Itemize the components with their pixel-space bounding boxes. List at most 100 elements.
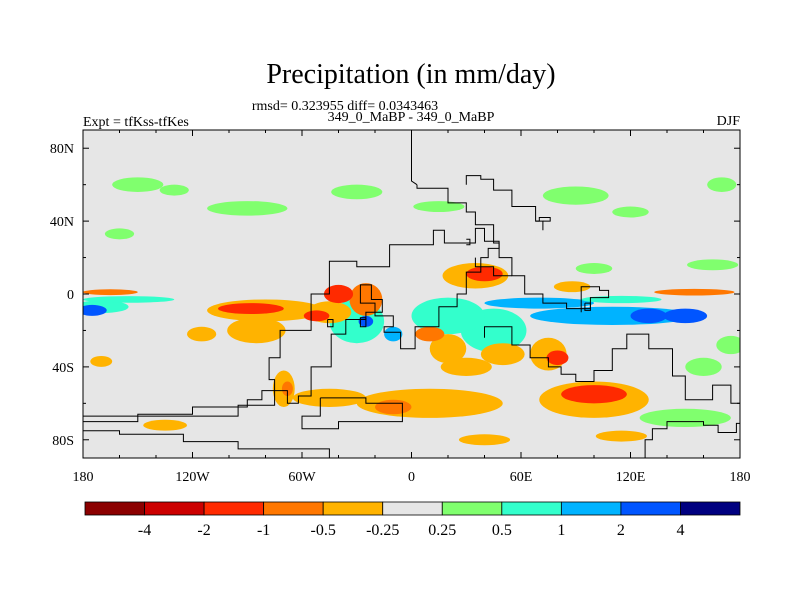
x-tick-label: 120E — [616, 470, 646, 485]
anomaly-region — [143, 419, 188, 431]
colorbar-label: 1 — [557, 522, 565, 539]
chart-title: Precipitation (in mm/day) — [266, 59, 555, 90]
anomaly-region — [323, 284, 354, 304]
y-tick-label: 80S — [52, 434, 74, 449]
anomaly-region — [303, 310, 330, 322]
colorbar-swatch — [620, 501, 681, 516]
colorbar-swatch — [560, 501, 622, 516]
coastline — [474, 257, 512, 277]
colorbar-swatch — [203, 501, 265, 516]
anomaly-region — [331, 184, 383, 200]
coastline — [83, 430, 330, 458]
anomaly-region — [663, 308, 708, 324]
anomaly-region — [375, 399, 412, 415]
coastline — [411, 130, 418, 186]
stats-label: rmsd= 0.323955 diff= 0.0343463 — [252, 99, 438, 114]
anomaly-region — [104, 228, 135, 240]
y-axis: 80N 40N 0 40S 80S — [50, 142, 740, 449]
colorbar-swatch — [441, 501, 503, 516]
anomaly-region — [83, 289, 138, 296]
colorbar-label: -1 — [257, 522, 270, 539]
colorbar: -4 -2 -1 -0.5 -0.25 0.25 0.5 1 2 4 — [84, 501, 741, 539]
colorbar-label: 4 — [676, 522, 684, 539]
anomaly-region — [384, 326, 403, 342]
map-plot-area — [82, 129, 741, 459]
coastline — [535, 217, 551, 222]
y-tick-label: 0 — [67, 288, 74, 303]
anomaly-region — [466, 266, 503, 282]
colorbar-swatch — [144, 501, 205, 516]
colorbar-label: -4 — [138, 522, 151, 539]
season-label: DJF — [717, 114, 741, 129]
anomaly-region — [707, 177, 737, 192]
anomaly-region — [542, 186, 609, 205]
anomaly-region — [561, 385, 627, 404]
anomaly-region — [630, 308, 667, 324]
anomaly-region — [187, 326, 217, 342]
colorbar-label: 2 — [617, 522, 625, 539]
anomaly-field — [83, 177, 740, 446]
anomaly-region — [484, 297, 594, 309]
x-tick-label: 60E — [510, 470, 533, 485]
anomaly-region — [440, 357, 492, 376]
coastline — [644, 421, 740, 458]
anomaly-region — [90, 355, 113, 367]
colorbar-swatch — [84, 501, 145, 516]
anomaly-region — [716, 335, 740, 355]
y-tick-label: 40S — [52, 361, 74, 376]
colorbar-swatch — [382, 501, 443, 516]
y-tick-label: 40N — [50, 215, 74, 230]
colorbar-label: -0.5 — [311, 522, 336, 539]
x-tick-label: 60W — [288, 470, 316, 485]
anomaly-region — [159, 184, 189, 196]
anomaly-region — [687, 259, 739, 271]
anomaly-region — [581, 295, 662, 304]
anomaly-region — [411, 297, 485, 335]
coastline — [83, 227, 500, 423]
anomaly-region — [429, 334, 467, 364]
anomaly-region — [458, 434, 511, 446]
anomaly-region — [83, 304, 107, 316]
case-label: 349_0_MaBP - 349_0_MaBP — [328, 110, 495, 125]
coastline — [301, 397, 403, 430]
colorbar-label: -0.25 — [366, 522, 399, 539]
anomaly-region — [654, 288, 735, 296]
anomaly-region — [83, 296, 175, 303]
coastline — [327, 319, 334, 328]
experiment-label: Expt = tfKss-tfKes — [83, 115, 189, 130]
colorbar-swatch — [263, 501, 324, 516]
y-tick-label: 80N — [50, 142, 74, 157]
anomaly-region — [415, 326, 445, 342]
x-tick-label: 180 — [73, 470, 94, 485]
colorbar-swatch — [680, 501, 741, 516]
x-tick-label: 120W — [175, 470, 210, 485]
anomaly-region — [281, 381, 293, 397]
anomaly-region — [413, 201, 465, 213]
x-axis: 180 120W 60W 0 60E 120E 180 — [73, 130, 751, 485]
coastline — [584, 302, 591, 311]
colorbar-swatch — [501, 501, 562, 516]
coastline — [484, 326, 740, 404]
x-tick-label: 0 — [408, 470, 415, 485]
anomaly-region — [218, 303, 284, 315]
colorbar-label: 0.5 — [492, 522, 512, 539]
anomaly-region — [612, 206, 649, 218]
coastlines — [83, 130, 740, 458]
coastline — [416, 184, 610, 313]
anomaly-region — [112, 177, 164, 192]
anomaly-region — [480, 343, 525, 366]
x-tick-label: 180 — [730, 470, 751, 485]
coastline — [466, 238, 471, 246]
anomaly-region — [575, 263, 613, 274]
anomaly-region — [639, 408, 731, 428]
anomaly-region — [207, 201, 288, 216]
anomaly-region — [349, 283, 383, 316]
colorbar-label: -2 — [197, 522, 210, 539]
anomaly-region — [227, 317, 286, 344]
colorbar-swatch — [322, 501, 384, 516]
colorbar-label: 0.25 — [428, 522, 456, 539]
coastline — [359, 317, 367, 328]
anomaly-region — [595, 430, 647, 442]
anomaly-region — [685, 357, 722, 376]
